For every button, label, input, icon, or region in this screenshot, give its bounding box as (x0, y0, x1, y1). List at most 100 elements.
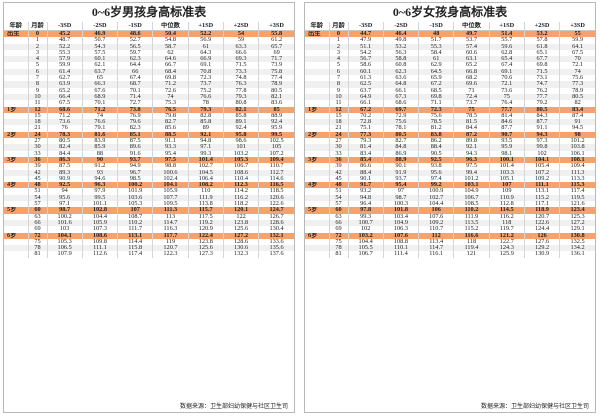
height-cell: 110.7 (269, 163, 284, 170)
height-cell: 133.6 (269, 238, 284, 245)
age-cell (4, 163, 29, 170)
height-cell: 99.3 (188, 150, 224, 157)
height-cell: 102 (348, 226, 384, 233)
month-cell: 36 (28, 156, 48, 164)
height-cell: 127.2 (559, 219, 595, 227)
height-cell: 60.8 (383, 62, 420, 69)
height-cell: 105.5 (348, 245, 384, 252)
height-cell: 77.7 (489, 106, 525, 113)
height-cell: 130.4 (269, 226, 284, 233)
height-cell: 77.3 (348, 131, 384, 139)
height-cell: 102.5 (269, 138, 284, 145)
table-row: 30 81.4 84.8 88.4 92.1 95.9 99.8 103.8 (305, 144, 595, 151)
height-cell: 72.6 (152, 87, 189, 94)
height-cell: 101.2 (570, 138, 585, 145)
table-row: 42 89.3 93 96.7 100.6 104.5 108.6 112.7 (4, 169, 294, 176)
age-cell (305, 251, 330, 258)
height-cell: 117.4 (570, 188, 585, 195)
table-row: 45 90.9 94.6 98.5 102.4 106.4 110.4 114.6 (4, 175, 294, 183)
height-cell: 79.6 (117, 119, 154, 126)
height-cell: 94.3 (453, 150, 490, 157)
height-cell: 69 (273, 49, 280, 56)
age-cell (4, 93, 29, 101)
month-cell: 0 (28, 30, 48, 38)
height-cell: 117.4 (117, 251, 154, 258)
month-cell: 69 (329, 226, 349, 233)
height-cell: 48 (418, 30, 455, 38)
month-cell: 66 (28, 219, 48, 227)
height-cell: 78.9 (572, 87, 584, 94)
height-cell: 58.7 (152, 43, 189, 50)
height-cell: 71.5 (524, 68, 561, 76)
height-cell: 108.5 (453, 201, 490, 208)
height-cell: 64.1 (559, 43, 595, 50)
height-cell: 75.3 (152, 100, 189, 107)
height-cell: 98.7 (47, 207, 83, 214)
height-cell: 72.3 (188, 75, 224, 82)
month-cell: 30 (28, 144, 48, 151)
height-cell: 95.9 (271, 125, 283, 132)
height-cell: 101.2 (453, 175, 490, 183)
column-header: 中位数 (152, 22, 189, 31)
column-header: -2SD (82, 22, 119, 31)
height-cell: 91.1 (524, 125, 561, 132)
table-row: 18 73.6 76.6 79.6 82.7 85.8 89.1 92.4 (4, 119, 294, 126)
table-row: 7 62.7 65 67.4 69.8 72.3 74.8 77.4 (4, 75, 294, 82)
height-cell: 71.1 (418, 100, 455, 107)
table-row: 54 94.8 98.7 102.7 106.7 110.9 115.2 119.5 (305, 194, 595, 202)
height-cell: 103.3 (489, 169, 525, 176)
height-cell: 81.5 (453, 119, 490, 126)
height-cell: 93 (82, 169, 119, 176)
height-cell: 61.4 (47, 68, 83, 76)
height-cell: 73.3 (223, 68, 260, 76)
girls-table-title: 0~6岁女孩身高标准表 (392, 5, 508, 19)
month-cell: 51 (329, 188, 349, 195)
age-cell (4, 43, 29, 50)
height-cell: 111.7 (117, 226, 154, 233)
height-cell: 47.9 (348, 37, 384, 44)
age-cell: 6岁 (305, 232, 330, 239)
column-header: 年龄 (4, 22, 29, 31)
height-cell: 59.7 (117, 49, 154, 57)
height-cell: 108.6 (223, 169, 260, 176)
height-cell: 82.4 (47, 144, 83, 151)
height-cell: 67.4 (117, 75, 154, 82)
height-cell: 93.2 (348, 188, 384, 195)
height-cell: 92.1 (453, 144, 490, 151)
height-cell: 109.4 (570, 163, 585, 170)
table-row: 出生 0 45.2 46.9 48.6 50.4 52.2 54 55.8 (4, 30, 294, 38)
table-row: 4 57.9 60.1 62.3 64.6 66.9 69.3 71.7 (4, 56, 294, 63)
table-row: 4 56.7 58.8 61 63.1 65.4 67.7 70 (305, 56, 595, 63)
column-header: 月龄 (329, 22, 349, 31)
height-cell: 102.8 (82, 207, 119, 214)
height-cell: 94.8 (348, 194, 384, 202)
month-cell: 7 (329, 75, 349, 82)
height-cell: 90.9 (47, 175, 83, 183)
height-cell: 64.6 (152, 56, 189, 63)
height-cell: 67.5 (572, 49, 584, 56)
height-cell: 67.4 (489, 62, 525, 69)
age-cell (4, 169, 29, 176)
height-cell: 92.4 (223, 125, 260, 132)
table-row: 4岁 48 91.7 95.4 99.2 103.1 107 111.1 115.3 (305, 182, 595, 189)
table-row: 54 95.6 99.5 103.6 107.7 111.9 116.2 120.6 (4, 194, 294, 202)
table-row: 9 63.7 66.1 68.5 71 73.6 76.2 78.9 (305, 87, 595, 94)
height-cell: 108.8 (383, 238, 420, 246)
height-cell: 100.1 (489, 156, 525, 164)
height-cell: 128.6 (258, 219, 294, 227)
height-cell: 68.6 (47, 106, 83, 113)
column-header: +2SD (223, 22, 260, 31)
height-cell: 122.6 (269, 201, 284, 208)
month-cell: 18 (28, 119, 48, 126)
table-row: 57 96.4 100.3 104.4 108.5 112.8 117.1 121.6 (305, 201, 595, 208)
height-cell: 80.5 (47, 138, 83, 145)
month-cell: 7 (28, 75, 48, 82)
height-cell: 98.1 (489, 150, 525, 157)
height-cell: 122 (223, 213, 260, 220)
table-row: 33 84.4 88 91.6 95.4 99.3 103.2 107.2 (4, 150, 294, 157)
height-cell: 77.7 (524, 93, 561, 101)
height-cell: 74.8 (223, 75, 260, 82)
age-cell (4, 49, 29, 57)
height-cell: 110.2 (117, 219, 154, 227)
height-cell: 104.1 (152, 182, 189, 189)
